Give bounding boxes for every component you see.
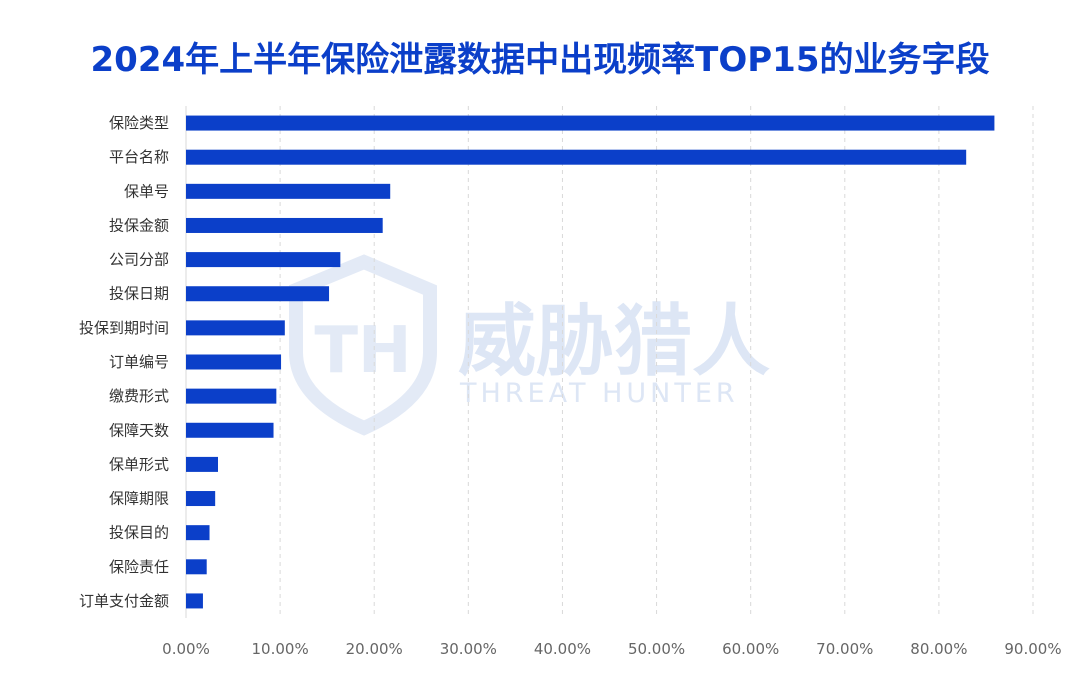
x-tick-label: 50.00% xyxy=(628,640,685,658)
category-label: 保险类型 xyxy=(109,114,169,132)
bar xyxy=(186,354,282,370)
x-tick-label: 20.00% xyxy=(346,640,403,658)
x-tick-label: 10.00% xyxy=(252,640,309,658)
watermark-subtitle: THREAT HUNTER xyxy=(459,378,739,409)
category-label: 订单编号 xyxy=(109,353,169,371)
x-tick-label: 40.00% xyxy=(534,640,591,658)
bar xyxy=(186,252,341,268)
category-label: 保单号 xyxy=(124,182,169,200)
x-tick-label: 30.00% xyxy=(440,640,497,658)
x-tick-labels: 0.00% 10.00% 20.00% 30.00% 40.00% 50.00% 60.00… xyxy=(162,640,1061,658)
category-label: 公司分部 xyxy=(109,251,169,269)
category-label: 保障天数 xyxy=(109,421,169,439)
bar xyxy=(186,559,207,575)
x-tick-label: 60.00% xyxy=(722,640,779,658)
x-tick-label: 90.00% xyxy=(1004,640,1061,658)
category-labels: 保险类型平台名称保单号投保金额公司分部投保日期投保到期时间订单编号缴费形式保障天… xyxy=(79,114,169,610)
x-tick-label: 80.00% xyxy=(910,640,967,658)
x-tick-label: 0.00% xyxy=(162,640,210,658)
category-label: 投保目的 xyxy=(109,524,169,542)
category-label: 投保到期时间 xyxy=(79,319,169,337)
bar xyxy=(186,183,391,199)
category-label: 保障期限 xyxy=(109,490,169,508)
category-label: 保险责任 xyxy=(109,558,169,576)
chart-title: 2024年上半年保险泄露数据中出现频率TOP15的业务字段 xyxy=(90,40,990,80)
bars xyxy=(186,115,995,609)
bar xyxy=(186,456,218,472)
bar xyxy=(186,525,210,541)
bar xyxy=(186,593,203,609)
bar xyxy=(186,286,330,302)
category-label: 保单形式 xyxy=(109,455,169,473)
bar xyxy=(186,422,274,438)
shield-logo-icon xyxy=(289,254,437,436)
category-label: 投保金额 xyxy=(109,216,169,234)
bar xyxy=(186,149,967,165)
bar xyxy=(186,115,995,131)
bar xyxy=(186,320,285,336)
shield-logo-letters: TH xyxy=(314,314,411,388)
category-label: 缴费形式 xyxy=(109,387,169,405)
category-label: 订单支付金额 xyxy=(79,592,169,610)
x-tick-label: 70.00% xyxy=(816,640,873,658)
bar xyxy=(186,388,277,404)
watermark-name: 威胁猎人 xyxy=(458,297,770,387)
bar xyxy=(186,491,216,507)
category-label: 平台名称 xyxy=(109,148,169,166)
bar xyxy=(186,217,383,233)
category-label: 投保日期 xyxy=(109,285,169,303)
watermark: TH 威胁猎人 THREAT HUNTER xyxy=(289,254,770,436)
